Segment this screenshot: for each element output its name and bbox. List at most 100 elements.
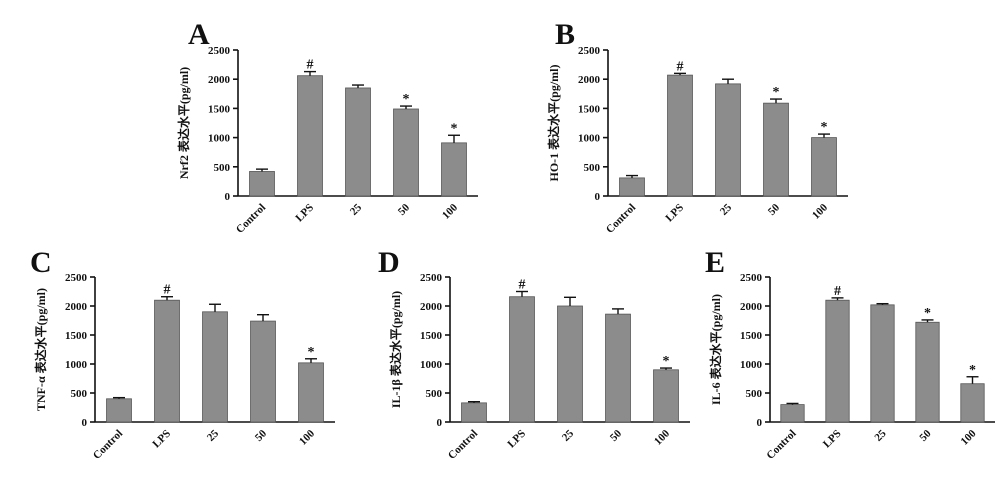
x-category-label-e-4: 100 [958,427,979,448]
y-tick-label-e: 0 [757,417,763,429]
x-category-label-d-2: 25 [560,427,577,444]
bar-b-3 [763,102,789,197]
bar-c-3 [250,320,276,423]
bar-d-2 [557,305,583,423]
chart-panel-e: E 0 500 1000 1500 2000 2500 IL-6 表达水平(pg/ml) Con… [705,246,995,462]
significance-mark-e-3: * [924,306,931,321]
x-category-label-b-2: 25 [718,201,735,218]
y-tick-label-b: 1500 [578,103,601,115]
y-tick-label-b: 1000 [578,133,601,145]
x-category-label-a-0: Control [234,202,268,236]
x-category-label-d-1: LPS [505,428,528,451]
y-tick-label-d: 1000 [420,359,443,371]
y-tick-label-c: 0 [82,417,88,429]
x-category-label-a-3: 50 [396,201,413,218]
bar-e-0 [780,404,805,423]
bar-d-4 [653,369,679,423]
y-tick-label-a: 1500 [208,103,231,115]
bar-a-0 [249,171,275,197]
bar-d-3 [605,313,631,423]
chart-panel-c: C 0 500 1000 1500 2000 2500 TNF-α 表达水平(pg/ml) Co… [30,246,335,462]
y-tick-label-d: 0 [437,417,443,429]
bar-b-1 [667,74,693,197]
significance-mark-b-4: * [821,120,828,135]
y-tick-label-e: 500 [746,388,763,400]
bar-c-0 [106,398,132,423]
bar-d-0 [461,402,487,423]
bar-b-4 [811,137,837,197]
significance-mark-a-1: # [307,58,314,73]
panel-letter-b: B [555,18,575,51]
x-category-label-b-3: 50 [766,201,783,218]
y-tick-label-c: 2500 [65,272,88,284]
x-category-label-c-2: 25 [205,427,222,444]
significance-mark-c-4: * [308,345,315,360]
bar-e-2 [870,304,895,423]
x-category-label-c-3: 50 [253,427,270,444]
x-category-label-a-1: LPS [293,202,316,225]
significance-mark-e-4: * [969,363,976,378]
bar-c-1 [154,299,180,423]
y-tick-label-c: 1000 [65,359,88,371]
y-tick-label-e: 2500 [740,272,763,284]
y-tick-label-e: 1000 [740,359,763,371]
y-axis-label-d: IL-1β 表达水平(pg/ml) [388,291,403,408]
y-tick-label-b: 2000 [578,74,601,86]
x-category-label-c-1: LPS [150,428,173,451]
y-tick-label-d: 2000 [420,301,443,313]
significance-mark-d-1: # [519,278,526,293]
bar-e-1 [825,299,850,423]
significance-mark-b-3: * [773,85,780,100]
y-tick-label-b: 500 [584,162,601,174]
significance-mark-c-1: # [164,283,171,298]
panel-letter-a: A [188,18,210,51]
y-tick-label-c: 500 [71,388,88,400]
y-tick-label-d: 500 [426,388,443,400]
y-tick-label-e: 2000 [740,301,763,313]
significance-mark-a-3: * [403,92,410,107]
x-category-label-e-3: 50 [917,427,934,444]
panel-letter-d: D [378,246,400,279]
y-axis-label-b: HO-1 表达水平(pg/ml) [546,65,561,182]
x-category-label-c-0: Control [91,428,125,462]
bar-b-0 [619,177,645,197]
bar-b-2 [715,83,741,197]
x-category-label-e-2: 25 [872,427,889,444]
y-tick-label-b: 2500 [578,45,601,57]
bar-a-2 [345,87,371,197]
significance-mark-b-1: # [677,59,684,74]
bar-a-1 [297,75,323,197]
x-category-label-d-4: 100 [652,427,673,448]
y-tick-label-e: 1500 [740,330,763,342]
y-tick-label-a: 2500 [208,45,231,57]
x-category-label-a-4: 100 [440,201,461,222]
bar-c-2 [202,311,228,423]
x-category-label-e-0: Control [764,428,798,462]
bar-c-4 [298,362,324,423]
y-axis-label-c: TNF-α 表达水平(pg/ml) [33,288,48,411]
y-tick-label-c: 1500 [65,330,88,342]
y-tick-label-d: 1500 [420,330,443,342]
significance-mark-d-4: * [663,354,670,369]
y-tick-label-a: 500 [214,162,231,174]
x-category-label-e-1: LPS [821,428,844,451]
y-tick-label-c: 2000 [65,301,88,313]
y-axis-label-e: IL-6 表达水平(pg/ml) [708,294,723,405]
panel-letter-e: E [705,246,725,279]
bar-d-1 [509,296,535,423]
chart-panel-b: B 0 500 1000 1500 2000 2500 HO-1 表达水平(pg/ml) Con… [546,18,848,236]
x-category-label-b-1: LPS [663,202,686,225]
bar-a-4 [441,142,467,197]
significance-mark-a-4: * [451,121,458,136]
panel-letter-c: C [30,246,52,279]
chart-panel-a: A 0 500 1000 1500 2000 2500 Nrf2 表达水平(pg/ml) Con… [176,18,478,236]
bar-a-3 [393,108,419,197]
x-category-label-d-3: 50 [608,427,625,444]
x-category-label-b-4: 100 [810,201,831,222]
y-axis-label-a: Nrf2 表达水平(pg/ml) [176,67,191,179]
x-category-label-b-0: Control [604,202,638,236]
y-tick-label-d: 2500 [420,272,443,284]
x-category-label-d-0: Control [446,428,480,462]
y-tick-label-a: 0 [225,191,231,203]
